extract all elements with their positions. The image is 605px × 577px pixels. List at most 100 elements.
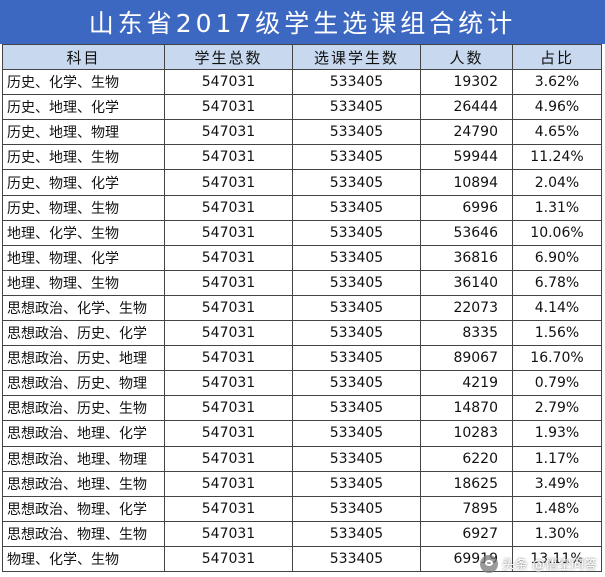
cell-count: 24790: [420, 119, 513, 146]
cell-total: 547031: [164, 169, 293, 196]
cell-selected: 533405: [292, 545, 421, 572]
cell-count: 36140: [420, 269, 513, 296]
cell-count: 8335: [420, 320, 513, 347]
cell-selected: 533405: [292, 69, 421, 96]
cell-total: 547031: [164, 470, 293, 497]
cell-subject: 地理、物理、生物: [2, 269, 165, 296]
cell-selected: 533405: [292, 395, 421, 422]
table-row: 历史、化学、生物 547031 533405 19302 3.62%: [2, 69, 602, 96]
cell-ratio: 6.78%: [512, 269, 602, 296]
table-row: 物理、化学、生物 547031 533405 69919 13.11%: [2, 545, 602, 572]
cell-ratio: 4.14%: [512, 294, 602, 322]
cell-subject: 地理、化学、生物: [2, 219, 165, 246]
table-row: 思想政治、物理、化学 547031 533405 7895 1.48%: [2, 495, 602, 522]
table-row: 思想政治、化学、生物 547031 533405 22073 4.14%: [2, 294, 602, 322]
table-body: 历史、化学、生物 547031 533405 19302 3.62% 历史、地理、化学 54…: [2, 69, 602, 572]
cell-ratio: 4.65%: [512, 119, 602, 146]
cell-total: 547031: [164, 370, 293, 397]
header-count: 人数: [420, 43, 513, 71]
cell-selected: 533405: [292, 320, 421, 347]
cell-total: 547031: [164, 194, 293, 221]
cell-ratio: 2.79%: [512, 395, 602, 422]
cell-total: 547031: [164, 420, 293, 447]
cell-total: 547031: [164, 269, 293, 296]
cell-subject: 思想政治、地理、化学: [2, 420, 165, 447]
cell-count: 14870: [420, 395, 513, 422]
cell-total: 547031: [164, 69, 293, 96]
cell-ratio: 1.48%: [512, 495, 602, 522]
cell-count: 6996: [420, 194, 513, 221]
cell-count: 53646: [420, 219, 513, 246]
table-row: 历史、物理、化学 547031 533405 10894 2.04%: [2, 169, 602, 196]
cell-subject: 历史、地理、生物: [2, 144, 165, 171]
cell-selected: 533405: [292, 219, 421, 246]
cell-count: 22073: [420, 294, 513, 322]
cell-subject: 历史、物理、化学: [2, 169, 165, 196]
cell-subject: 思想政治、历史、物理: [2, 370, 165, 397]
watermark-text: 头条 @悟空问答: [501, 558, 597, 573]
header-selected: 选课学生数: [292, 43, 421, 71]
cell-ratio: 13.11%: [512, 545, 602, 572]
cell-selected: 533405: [292, 169, 421, 196]
cell-subject: 地理、物理、化学: [2, 244, 165, 271]
cell-selected: 533405: [292, 495, 421, 522]
cell-selected: 533405: [292, 119, 421, 146]
table-row: 地理、物理、化学 547031 533405 36816 6.90%: [2, 244, 602, 271]
cell-ratio: 1.56%: [512, 320, 602, 347]
table-row: 历史、物理、生物 547031 533405 6996 1.31%: [2, 194, 602, 221]
cell-count: 36816: [420, 244, 513, 271]
cell-selected: 533405: [292, 94, 421, 121]
table-row: 思想政治、地理、生物 547031 533405 18625 3.49%: [2, 470, 602, 497]
cell-selected: 533405: [292, 470, 421, 497]
cell-count: 7895: [420, 495, 513, 522]
cell-selected: 533405: [292, 445, 421, 472]
cell-count: 19302: [420, 69, 513, 96]
page-title: 山东省2017级学生选课组合统计: [0, 0, 605, 44]
table-row: 历史、地理、生物 547031 533405 59944 11.24%: [2, 144, 602, 171]
cell-subject: 思想政治、历史、生物: [2, 395, 165, 422]
cell-ratio: 1.93%: [512, 420, 602, 447]
cell-total: 547031: [164, 345, 293, 372]
cell-subject: 思想政治、化学、生物: [2, 294, 165, 322]
cell-subject: 思想政治、物理、化学: [2, 495, 165, 522]
cell-selected: 533405: [292, 345, 421, 372]
cell-total: 547031: [164, 320, 293, 347]
cell-selected: 533405: [292, 294, 421, 322]
cell-subject: 思想政治、地理、物理: [2, 445, 165, 472]
header-ratio: 占比: [512, 43, 602, 71]
table-row: 历史、地理、物理 547031 533405 24790 4.65%: [2, 119, 602, 146]
table-row: 地理、物理、生物 547031 533405 36140 6.78%: [2, 269, 602, 296]
cell-ratio: 1.31%: [512, 194, 602, 221]
watermark: 头条 @悟空问答: [479, 554, 597, 573]
cell-ratio: 11.24%: [512, 144, 602, 171]
cell-ratio: 4.96%: [512, 94, 602, 121]
stats-table: 科目 学生总数 选课学生数 人数 占比 历史、化学、生物 547031 533405…: [2, 43, 602, 572]
cell-total: 547031: [164, 395, 293, 422]
cell-subject: 历史、化学、生物: [2, 69, 165, 96]
cell-subject: 思想政治、地理、生物: [2, 470, 165, 497]
cell-count: 89067: [420, 345, 513, 372]
cell-selected: 533405: [292, 194, 421, 221]
cell-ratio: 10.06%: [512, 219, 602, 246]
cell-subject: 物理、化学、生物: [2, 545, 165, 572]
table-header-row: 科目 学生总数 选课学生数 人数 占比: [2, 43, 602, 71]
table-row: 思想政治、地理、物理 547031 533405 6220 1.17%: [2, 445, 602, 472]
cell-total: 547031: [164, 144, 293, 171]
cell-total: 547031: [164, 119, 293, 146]
cell-total: 547031: [164, 219, 293, 246]
cell-count: 10894: [420, 169, 513, 196]
cell-total: 547031: [164, 520, 293, 547]
cell-total: 547031: [164, 244, 293, 271]
wukong-logo-icon: [479, 554, 498, 573]
header-total: 学生总数: [164, 43, 293, 71]
cell-count: 6927: [420, 520, 513, 547]
table-row: 思想政治、历史、生物 547031 533405 14870 2.79%: [2, 395, 602, 422]
cell-count: 26444: [420, 94, 513, 121]
cell-total: 547031: [164, 94, 293, 121]
cell-selected: 533405: [292, 144, 421, 171]
cell-count: 59944: [420, 144, 513, 171]
header-subject: 科目: [2, 43, 165, 71]
cell-total: 547031: [164, 294, 293, 322]
table-row: 历史、地理、化学 547031 533405 26444 4.96%: [2, 94, 602, 121]
cell-subject: 历史、地理、物理: [2, 119, 165, 146]
